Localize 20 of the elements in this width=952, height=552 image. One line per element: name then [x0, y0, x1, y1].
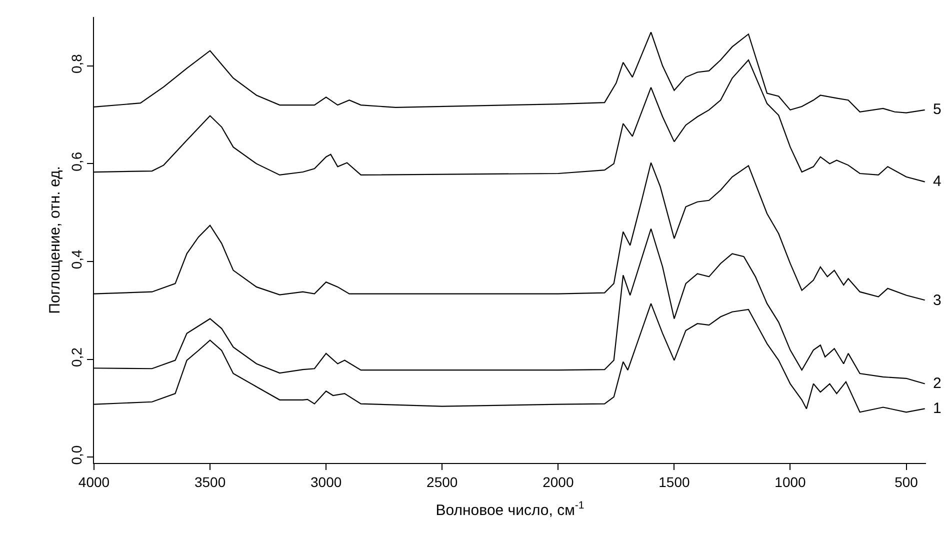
x-tick-label: 1000 — [774, 474, 806, 490]
x-tick-label: 500 — [894, 474, 918, 490]
x-tick-label: 2500 — [426, 474, 458, 490]
x-axis-title: Волновое число, см$^{-1}$ — [436, 500, 584, 519]
y-tick-label: 0,2 — [68, 347, 84, 367]
y-tick-label: 0,6 — [68, 152, 84, 172]
x-tick-label: 1500 — [658, 474, 690, 490]
series-label: 4 — [933, 173, 942, 190]
y-tick-label: 0,4 — [68, 249, 84, 270]
x-tick-label: 3000 — [310, 474, 342, 490]
y-tick-label: 0,8 — [68, 54, 84, 74]
x-tick-label: 4000 — [78, 474, 110, 490]
series-label: 1 — [933, 400, 942, 417]
series-label: 3 — [933, 292, 942, 309]
y-axis-title: Поглощение, отн. ед. — [46, 166, 64, 314]
series-label: 5 — [933, 101, 942, 118]
x-tick-label: 3500 — [194, 474, 226, 490]
y-tick-label: 0,0 — [68, 445, 84, 465]
x-tick-label: 2000 — [542, 474, 574, 490]
series-label: 2 — [933, 375, 942, 392]
